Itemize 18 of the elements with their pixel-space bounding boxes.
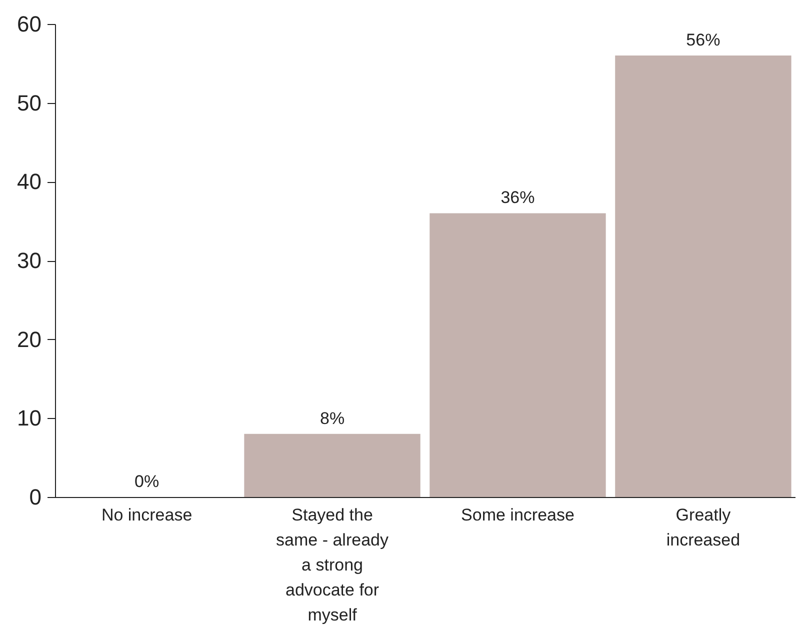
x-tick-label: Some increase	[461, 506, 574, 524]
data-label: 36%	[500, 188, 535, 208]
y-tick-label: 60	[17, 12, 42, 36]
x-tick-label: Greatly increased	[666, 506, 740, 550]
bar	[244, 434, 420, 497]
y-tick-label: 40	[17, 169, 42, 194]
y-tick-label: 0	[29, 484, 42, 510]
y-tick-label: 20	[17, 326, 42, 352]
y-tick-label: 30	[17, 248, 42, 273]
y-tick-label: 10	[17, 406, 42, 431]
x-tick-label: No increase	[101, 506, 192, 524]
data-label: 8%	[320, 408, 345, 428]
x-tick-label: Stayed the same - already a strong advocate for myself	[276, 506, 389, 624]
data-label: 0%	[134, 472, 160, 491]
bar	[430, 213, 606, 497]
data-label: 56%	[686, 30, 720, 50]
y-tick-label: 50	[17, 90, 42, 116]
bar	[615, 56, 792, 497]
